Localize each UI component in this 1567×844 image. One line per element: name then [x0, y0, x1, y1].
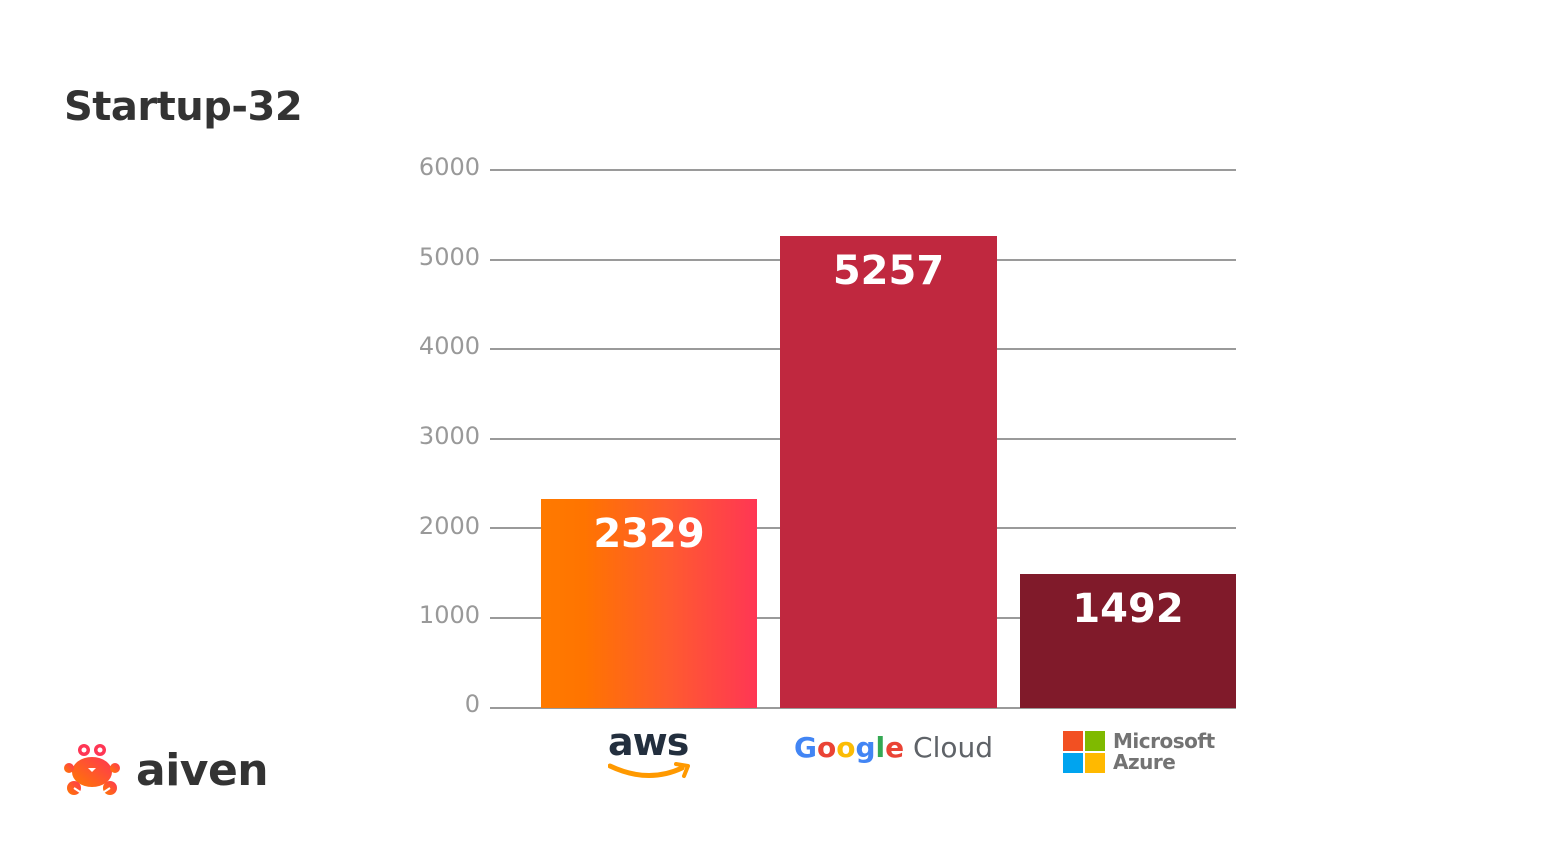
- y-tick-5000: 5000: [418, 243, 480, 271]
- y-tick-6000: 6000: [418, 153, 480, 181]
- google-cloud-logo: Google Cloud: [794, 733, 993, 763]
- google-letter: e: [885, 731, 905, 764]
- google-letter: o: [836, 731, 856, 764]
- gridline-6000: [490, 169, 1236, 171]
- google-letter: o: [816, 731, 837, 764]
- plot-area: 2329 5257 1492: [490, 169, 1236, 709]
- y-tick-0: 0: [464, 690, 480, 718]
- y-tick-2000: 2000: [418, 512, 480, 540]
- google-letter: l: [875, 731, 886, 764]
- google-letter: G: [794, 731, 817, 764]
- microsoft-wordmark: Microsoft: [1113, 729, 1215, 753]
- microsoft-azure-logo: Microsoft Azure: [1063, 731, 1215, 773]
- bar-label-google-cloud: 5257: [832, 248, 945, 294]
- google-letter: g: [855, 731, 876, 764]
- y-tick-4000: 4000: [418, 332, 480, 360]
- crab-icon: [64, 744, 120, 795]
- bar-microsoft-azure: 1492: [1020, 574, 1236, 708]
- microsoft-windows-icon: [1063, 731, 1105, 773]
- y-tick-1000: 1000: [418, 601, 480, 629]
- aws-logo: aws: [607, 720, 692, 786]
- aws-wordmark: aws: [608, 720, 689, 764]
- aiven-logo: aiven: [62, 742, 269, 798]
- bar-label-aws: 2329: [593, 511, 705, 557]
- bar-google-cloud: 5257: [780, 236, 997, 708]
- azure-wordmark: Azure: [1113, 750, 1176, 774]
- chart-title: Startup-32: [64, 84, 303, 130]
- bar-label-microsoft-azure: 1492: [1072, 586, 1184, 632]
- aiven-wordmark: aiven: [136, 744, 269, 796]
- amazon-smile-icon: [607, 762, 690, 779]
- cloud-wordmark: Cloud: [913, 731, 994, 764]
- y-tick-3000: 3000: [418, 422, 480, 450]
- gridline-0: [490, 707, 1236, 709]
- bar-aws: 2329: [541, 499, 757, 708]
